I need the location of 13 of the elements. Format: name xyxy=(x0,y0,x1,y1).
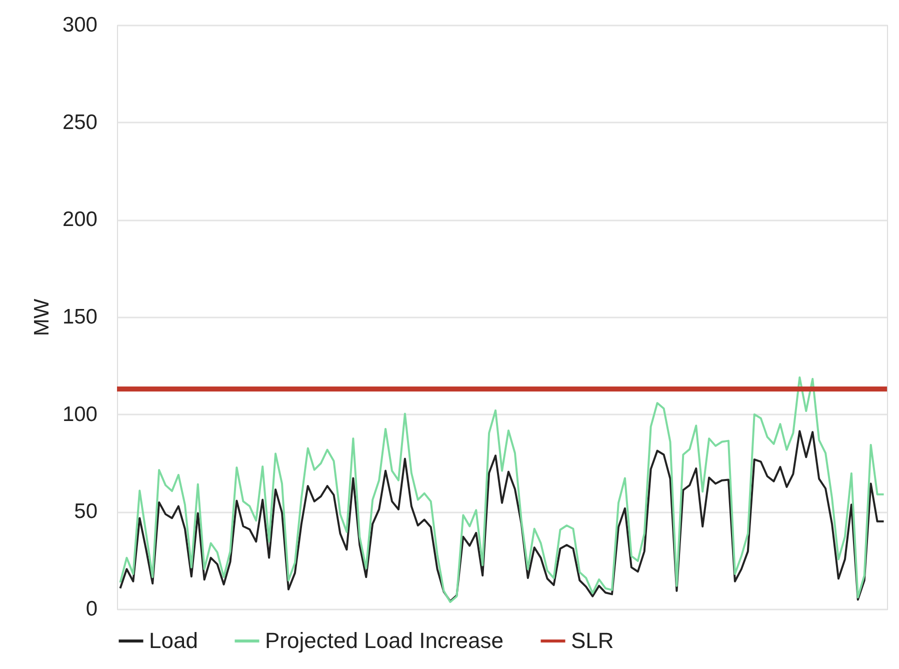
y-tick-label: 250 xyxy=(62,110,98,134)
y-tick-label: 50 xyxy=(74,500,98,524)
y-tick-label: 200 xyxy=(62,208,98,232)
line-series xyxy=(119,430,885,602)
y-axis-title: MW xyxy=(30,298,54,336)
y-tick-label: 100 xyxy=(62,402,98,426)
legend-label: Load xyxy=(149,628,198,653)
y-tick-label: 300 xyxy=(62,14,98,36)
y-tick-label: 0 xyxy=(86,598,98,620)
y-tick-label: 150 xyxy=(62,306,98,328)
legend-label: Projected Load Increase xyxy=(265,628,504,653)
legend-label: SLR xyxy=(571,628,614,653)
line-series xyxy=(119,376,885,603)
